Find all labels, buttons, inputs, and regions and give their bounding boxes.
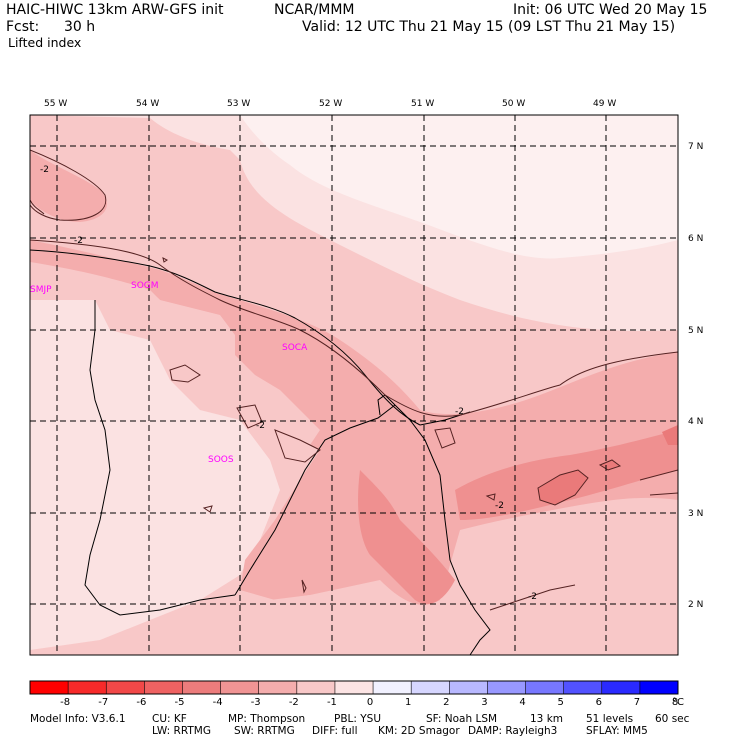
forecast-label: Fcst: (6, 19, 40, 35)
footer-diff: DIFF: full (312, 725, 358, 737)
station-labels: SMJP SOGM SOCA SOOS (30, 281, 308, 465)
lon-label: 53 W (227, 99, 250, 109)
colorbar-swatch (30, 681, 69, 694)
colorbar-swatch (525, 681, 565, 694)
colorbar-swatch (639, 681, 679, 694)
lon-label: 54 W (136, 99, 159, 109)
colorbar-swatch (144, 681, 183, 694)
org-label: NCAR/MMM (274, 2, 355, 18)
contour-label: -2 (256, 421, 265, 431)
lon-label: 49 W (593, 99, 616, 109)
station-soca: SOCA (282, 343, 308, 353)
station-sogm: SOGM (131, 281, 159, 291)
footer-lw: LW: RRTMG (152, 725, 211, 737)
footer-timestep: 60 sec (655, 713, 690, 725)
colorbar-swatch (449, 681, 488, 694)
lat-label: 7 N (688, 142, 703, 152)
contour-label: -2 (528, 592, 537, 602)
station-soos: SOOS (208, 455, 234, 465)
lon-label: 52 W (319, 99, 342, 109)
footer-km: KM: 2D Smagor (378, 725, 460, 737)
lat-label: 3 N (688, 509, 703, 519)
fill-level-3-nw (30, 150, 108, 222)
field-name: Lifted index (8, 35, 82, 50)
fill-level-2-inner (160, 300, 320, 445)
colorbar-tick-label: -5 (174, 697, 184, 708)
colorbar-tick-label: -4 (213, 697, 223, 708)
colorbar-tick-label: 0 (367, 697, 373, 708)
colorbar-swatch (106, 681, 145, 694)
colorbar-tick-label: -7 (98, 697, 108, 708)
footer-sflay: SFLAY: MM5 (586, 725, 648, 737)
colorbar-swatch (487, 681, 527, 694)
lon-label: 50 W (502, 99, 525, 109)
colorbar-tick-label: 4 (519, 697, 525, 708)
colorbar-swatch (296, 681, 336, 694)
init-time: Init: 06 UTC Wed 20 May 15 (513, 2, 708, 18)
contour-labels: -2 -2 -2 -2 -2 -2 (40, 165, 537, 602)
footer-levels: 51 levels (586, 713, 634, 725)
colorbar-tick-label: -3 (251, 697, 261, 708)
colorbar: -8 -7 -6 -5 -4 -3 -2 -1 0 1 2 3 4 5 6 7 8°C (29, 680, 684, 708)
colorbar-swatch (563, 681, 603, 694)
colorbar-tick-label: 3 (481, 697, 487, 708)
contours (30, 149, 678, 611)
lon-label: 51 W (411, 99, 434, 109)
lat-label: 6 N (688, 234, 703, 244)
lat-labels: 7 N 6 N 5 N 4 N 3 N 2 N (688, 142, 703, 610)
colorbar-tick-label: -8 (60, 697, 70, 708)
lat-label: 4 N (688, 417, 703, 427)
contour-label: -2 (495, 501, 504, 511)
contour-label: -2 (40, 165, 49, 175)
colorbar-swatch (601, 681, 641, 694)
colorbar-tick-label: 2 (443, 697, 449, 708)
lon-labels: 55 W 54 W 53 W 52 W 51 W 50 W 49 W (44, 99, 616, 109)
colorbar-tick-label: 5 (557, 697, 563, 708)
colorbar-tick-label: 6 (596, 697, 602, 708)
colorbar-unit: °C (672, 697, 684, 708)
colorbar-swatch (220, 681, 260, 694)
lon-label: 55 W (44, 99, 67, 109)
colorbar-swatch (334, 681, 374, 694)
fill-level-2-south (240, 590, 330, 630)
footer-pbl: PBL: YSU (334, 713, 382, 725)
valid-time: Valid: 12 UTC Thu 21 May 15 (09 LST Thu … (302, 19, 676, 35)
fill-level-3 (30, 240, 678, 605)
colorbar-swatch (411, 681, 450, 694)
colorbar-swatch (258, 681, 298, 694)
station-smjp: SMJP (30, 285, 52, 295)
fill-level-4 (358, 470, 455, 604)
model-title: HAIC-HIWC 13km ARW-GFS init (6, 2, 224, 18)
fill-level-5 (538, 470, 588, 505)
graticule (30, 115, 678, 655)
colorbar-tick-label: 7 (634, 697, 640, 708)
colorbar-swatch (68, 681, 107, 694)
footer-cu: CU: KF (152, 713, 187, 725)
map-frame (29, 114, 679, 656)
colorbar-tick-label: -2 (289, 697, 299, 708)
lat-label: 5 N (688, 326, 703, 336)
fill-level-5-edge (662, 425, 678, 445)
footer-sf: SF: Noah LSM (426, 713, 498, 725)
colorbar-tick-label: 8 (672, 697, 678, 708)
footer-mp: MP: Thompson (228, 713, 306, 725)
forecast-hour: 30 h (64, 19, 96, 35)
lat-label: 2 N (688, 600, 703, 610)
contour-label: -2 (74, 236, 83, 246)
footer-sw: SW: RRTMG (234, 725, 295, 737)
colorbar-swatch (182, 681, 222, 694)
colorbar-tick-label: 1 (405, 697, 411, 708)
colorbar-swatch (373, 681, 412, 694)
footer-model-info: Model Info: V3.6.1 (30, 713, 126, 725)
colorbar-tick-label: -1 (327, 697, 337, 708)
fill-near-zero (240, 115, 678, 259)
contour-label: -2 (455, 407, 464, 417)
coastline (30, 249, 491, 655)
colorbar-tick-label: -6 (136, 697, 146, 708)
footer-damp: DAMP: Rayleigh3 (468, 725, 558, 737)
footer-resolution: 13 km (530, 713, 564, 725)
